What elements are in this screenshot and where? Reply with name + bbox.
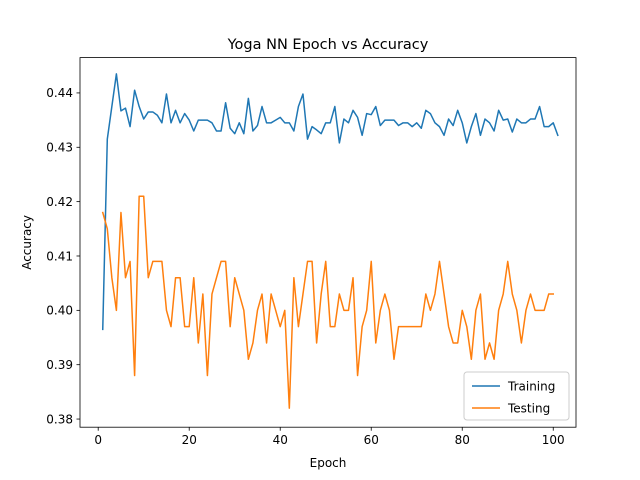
- y-tick-label: 0.41: [46, 249, 73, 263]
- series-line-training: [101, 73, 559, 331]
- x-axis-label: Epoch: [310, 456, 347, 470]
- plot-frame: [79, 57, 577, 428]
- x-tick-label: 20: [182, 433, 197, 447]
- y-axis-label: Accuracy: [20, 215, 34, 270]
- x-tick-label: 80: [455, 433, 470, 447]
- series-line-testing: [101, 195, 554, 409]
- y-tick-label: 0.43: [46, 141, 73, 155]
- y-tick-label: 0.40: [46, 304, 73, 318]
- x-tick-label: 60: [364, 433, 379, 447]
- x-tick-label: 100: [542, 433, 565, 447]
- chart-title: Yoga NN Epoch vs Accuracy: [227, 37, 429, 53]
- x-tick-label: 40: [273, 433, 288, 447]
- legend: Training Testing: [463, 371, 570, 421]
- y-tick-label: 0.44: [46, 86, 73, 100]
- y-tick-label: 0.39: [46, 358, 73, 372]
- y-tick-label: 0.42: [46, 195, 73, 209]
- x-tick-label: 0: [94, 433, 102, 447]
- plot-content: [101, 73, 559, 409]
- y-tick-label: 0.38: [46, 412, 73, 426]
- legend-label-training: Training: [507, 379, 555, 393]
- legend-label-testing: Testing: [507, 401, 550, 415]
- x-axis: 0 20 40 60 80 100: [94, 427, 565, 447]
- y-axis: 0.38 0.39 0.40 0.41 0.42 0.43 0.44: [46, 86, 80, 426]
